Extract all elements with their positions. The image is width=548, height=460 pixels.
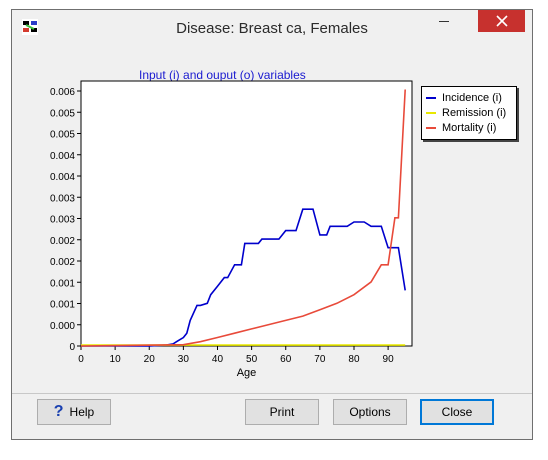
y-tick-label: 0.003 bbox=[50, 215, 75, 226]
help-button[interactable]: ? Help bbox=[37, 399, 111, 425]
window-close-button[interactable] bbox=[478, 10, 525, 32]
series-line-incidence bbox=[81, 208, 406, 347]
series-line-mortality bbox=[80, 89, 406, 347]
x-axis-label: Age bbox=[237, 367, 257, 379]
plot-area bbox=[80, 80, 413, 347]
print-button-label: Print bbox=[269, 405, 295, 419]
y-tick-label: 0.001 bbox=[50, 278, 75, 289]
line-chart: 0 10 20 30 40 50 60 70 80 90 0.006 0.005 0.005 0.004 0… bbox=[50, 80, 413, 379]
legend-swatch-mortality bbox=[426, 127, 436, 129]
close-button-label: Close bbox=[441, 405, 473, 419]
y-tick-label: 0 bbox=[69, 342, 75, 353]
y-tick-label: 0.006 bbox=[50, 87, 75, 98]
minimize-icon bbox=[439, 21, 449, 22]
legend-item-mortality: Mortality (i) bbox=[426, 121, 496, 135]
window-title: Disease: Breast ca, Females bbox=[176, 20, 368, 37]
x-tick-label: 30 bbox=[178, 354, 190, 365]
app-icon bbox=[22, 19, 38, 35]
y-tick-label: 0.001 bbox=[50, 300, 75, 311]
title-bar[interactable]: Disease: Breast ca, Females bbox=[12, 10, 532, 46]
legend-label-incidence: Incidence (i) bbox=[442, 92, 502, 104]
y-tick-label: 0.005 bbox=[50, 130, 75, 141]
x-tick-label: 10 bbox=[110, 354, 122, 365]
x-tick-label: 0 bbox=[78, 354, 84, 365]
footer-divider bbox=[12, 393, 532, 394]
legend-label-remission: Remission (i) bbox=[442, 107, 507, 119]
dialog-window: Disease: Breast ca, Females Input (i) an… bbox=[11, 9, 533, 440]
options-button[interactable]: Options bbox=[333, 399, 407, 425]
minimize-button[interactable] bbox=[430, 10, 458, 32]
legend-swatch-incidence bbox=[426, 97, 436, 99]
x-tick-label: 50 bbox=[246, 354, 258, 365]
help-button-label: Help bbox=[69, 405, 95, 419]
legend-swatch-remission bbox=[426, 112, 436, 114]
x-tick-label: 80 bbox=[348, 354, 360, 365]
help-icon: ? bbox=[53, 403, 64, 420]
chart-legend: Incidence (i) Remission (i) Mortality (i… bbox=[421, 86, 517, 140]
x-tick-label: 70 bbox=[314, 354, 326, 365]
legend-item-remission: Remission (i) bbox=[426, 106, 506, 120]
print-button[interactable]: Print bbox=[245, 399, 319, 425]
options-button-label: Options bbox=[349, 405, 391, 419]
x-tick-label: 60 bbox=[280, 354, 292, 365]
y-tick-label: 0.005 bbox=[50, 108, 75, 119]
chart-title: Input (i) and ouput (o) variables bbox=[139, 68, 306, 82]
x-tick-label: 20 bbox=[144, 354, 156, 365]
y-tick-label: 0.004 bbox=[50, 151, 75, 162]
y-tick-label: 0.002 bbox=[50, 257, 75, 268]
y-tick-label: 0.003 bbox=[50, 193, 75, 204]
y-tick-label: 0.000 bbox=[50, 321, 75, 332]
x-tick-label: 40 bbox=[212, 354, 224, 365]
legend-item-incidence: Incidence (i) bbox=[426, 91, 502, 105]
close-button[interactable]: Close bbox=[420, 399, 494, 425]
chart-area: Input (i) and ouput (o) variables 0 10 20 3… bbox=[19, 46, 526, 393]
close-icon bbox=[495, 15, 508, 27]
legend-label-mortality: Mortality (i) bbox=[442, 122, 497, 134]
y-tick-label: 0.002 bbox=[50, 236, 75, 247]
y-tick-label: 0.004 bbox=[50, 172, 75, 183]
x-tick-label: 90 bbox=[383, 354, 395, 365]
